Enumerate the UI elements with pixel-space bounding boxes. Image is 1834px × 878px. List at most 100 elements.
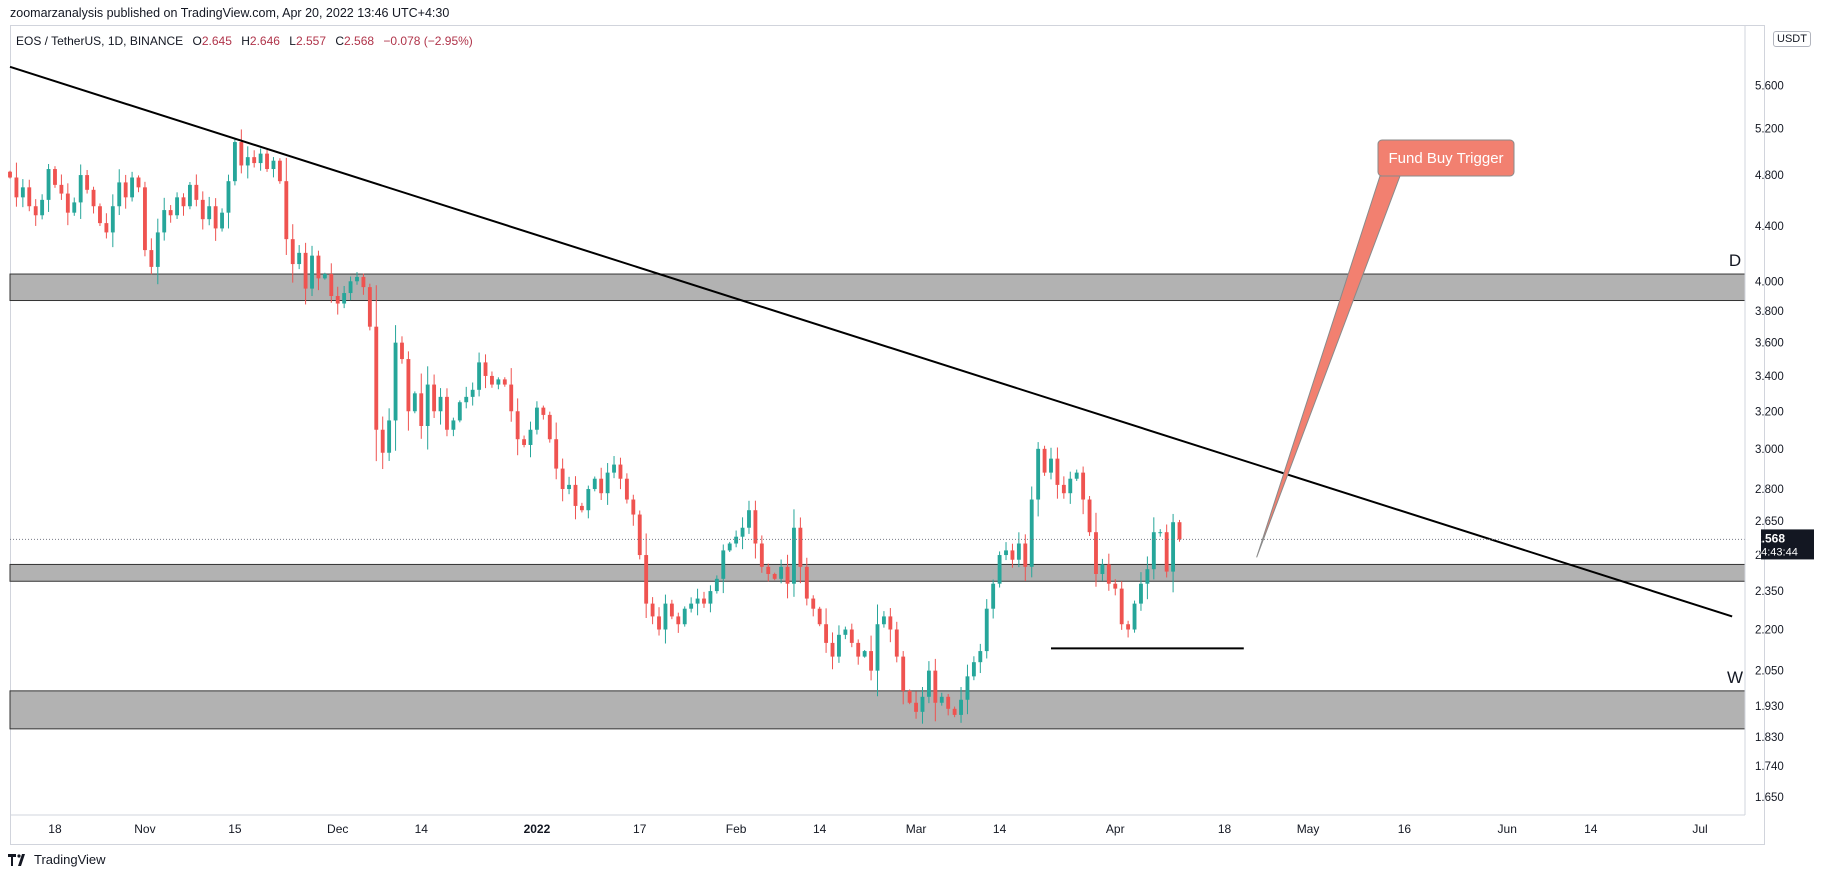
candle	[322, 272, 327, 280]
candle-body	[387, 420, 392, 453]
candle-body	[1139, 583, 1143, 604]
candle	[1049, 447, 1053, 480]
symbol-name[interactable]: EOS / TetherUS, 1D, BINANCE	[16, 34, 184, 48]
candle-body	[200, 199, 205, 220]
footer-brand[interactable]: TradingView	[8, 852, 106, 867]
candle-body	[445, 396, 449, 430]
candle	[226, 174, 231, 229]
candle-body	[1132, 603, 1137, 630]
candle	[1010, 543, 1015, 568]
candle	[862, 649, 867, 658]
time-tick-label: Apr	[1106, 822, 1125, 836]
candle-body	[573, 484, 578, 506]
candle	[149, 238, 154, 275]
candle-body	[1042, 448, 1047, 473]
candle-body	[284, 181, 289, 240]
candle	[348, 276, 353, 301]
candle	[490, 371, 494, 388]
candle-body	[522, 439, 527, 445]
candle	[335, 286, 340, 315]
price-tick-label: 5.600	[1755, 80, 1784, 92]
candle	[624, 473, 629, 504]
candle-body	[939, 696, 944, 703]
candle-body	[631, 499, 636, 515]
candle	[837, 625, 841, 663]
price-tick-label: 1.650	[1755, 792, 1784, 804]
candle	[689, 597, 694, 613]
candle	[637, 510, 642, 560]
candle-body	[187, 184, 192, 207]
time-tick-label: 14	[415, 822, 429, 836]
candle	[355, 272, 359, 285]
time-tick-label: Jun	[1498, 822, 1517, 836]
candle-body	[1068, 478, 1073, 494]
candle-body	[361, 276, 366, 288]
candle	[361, 273, 366, 295]
candle-body	[766, 566, 771, 574]
candle	[200, 191, 205, 230]
candle-body	[374, 326, 379, 430]
high-label: H	[241, 34, 250, 48]
candle	[1061, 476, 1066, 499]
candle-body	[888, 616, 893, 630]
candle-body	[830, 642, 835, 657]
candle	[59, 174, 64, 200]
candle	[438, 388, 443, 425]
candle	[534, 401, 539, 435]
candle-body	[438, 396, 443, 412]
candle-body	[740, 527, 745, 537]
zones-layer: DW	[9, 251, 1746, 730]
candle-body	[239, 142, 244, 166]
currency-badge[interactable]: USDT	[1773, 31, 1811, 47]
price-tick-label: 3.000	[1755, 444, 1784, 456]
candle	[573, 476, 578, 520]
candle-body	[303, 252, 308, 289]
candle-body	[650, 603, 655, 617]
candle-body	[143, 187, 147, 251]
candle-body	[1164, 532, 1169, 572]
candle-body	[1055, 458, 1060, 485]
candle	[965, 664, 970, 715]
candle	[612, 456, 616, 479]
zone-label: D	[1729, 251, 1741, 270]
candle	[721, 544, 726, 594]
candle	[984, 599, 989, 659]
candle	[1106, 553, 1111, 591]
candle	[869, 635, 874, 681]
price-tick-label: 3.800	[1755, 306, 1784, 318]
candle	[631, 494, 636, 526]
candle	[644, 533, 649, 619]
candle-body	[226, 181, 231, 213]
price-tick-label: 5.200	[1755, 123, 1784, 135]
candle	[207, 196, 212, 226]
candle-body	[1177, 522, 1182, 540]
candle	[817, 606, 822, 627]
candle-body	[297, 252, 302, 265]
candle-body	[1113, 583, 1118, 589]
candle	[406, 351, 411, 431]
candle	[1023, 534, 1028, 581]
candle	[830, 632, 835, 670]
price-tick-label: 2.200	[1755, 625, 1784, 637]
candle-body	[599, 478, 604, 494]
candle-body	[155, 232, 160, 267]
candle	[1171, 513, 1176, 593]
price-tick-label: 2.350	[1755, 586, 1784, 598]
candle-body	[682, 608, 687, 625]
price-tick-label: 1.740	[1755, 761, 1784, 773]
symbol-info-line: EOS / TetherUS, 1D, BINANCE O2.645 H2.64…	[16, 34, 473, 48]
candle	[168, 205, 173, 223]
candle	[91, 186, 96, 214]
candle-body	[104, 223, 109, 233]
candle-body	[1119, 588, 1124, 625]
open-label: O	[192, 34, 202, 48]
candle	[702, 591, 706, 608]
candle-body	[72, 202, 77, 213]
callout-pointer	[1256, 175, 1401, 558]
candle-body	[920, 696, 925, 712]
candle-body	[997, 555, 1002, 584]
candle	[451, 417, 456, 437]
candle	[528, 421, 533, 458]
time-tick-label: 16	[1398, 822, 1412, 836]
